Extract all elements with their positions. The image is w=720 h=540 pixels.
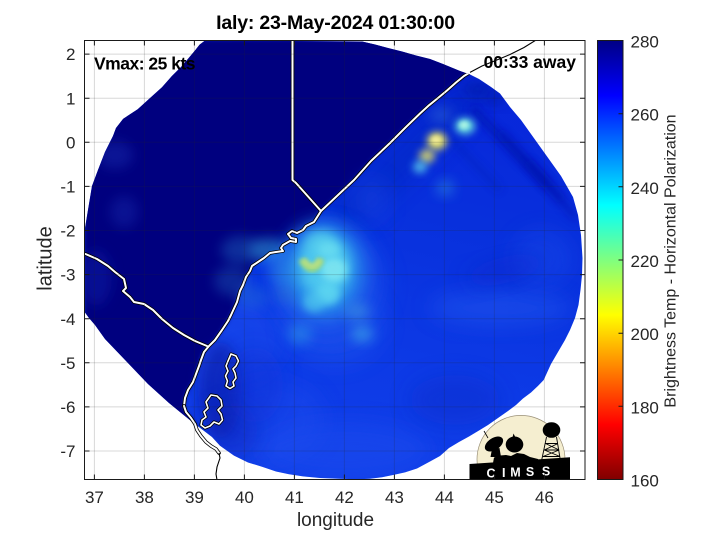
svg-text:0: 0 bbox=[66, 133, 75, 152]
svg-text:260: 260 bbox=[631, 106, 659, 125]
svg-text:43: 43 bbox=[385, 488, 404, 507]
svg-text:Brightness Temp - Horizontal P: Brightness Temp - Horizontal Polarizatio… bbox=[663, 114, 680, 407]
svg-text:38: 38 bbox=[135, 488, 154, 507]
svg-text:C: C bbox=[486, 466, 495, 480]
svg-text:37: 37 bbox=[85, 488, 104, 507]
svg-text:160: 160 bbox=[631, 472, 659, 491]
svg-text:40: 40 bbox=[235, 488, 254, 507]
svg-text:41: 41 bbox=[285, 488, 304, 507]
svg-text:220: 220 bbox=[631, 252, 659, 271]
svg-text:200: 200 bbox=[631, 325, 659, 344]
svg-text:2: 2 bbox=[66, 45, 75, 64]
svg-text:Vmax: 25 kts: Vmax: 25 kts bbox=[94, 54, 196, 74]
svg-text:latitude: latitude bbox=[35, 226, 57, 291]
svg-text:42: 42 bbox=[335, 488, 354, 507]
svg-text:-7: -7 bbox=[60, 442, 75, 461]
svg-text:I: I bbox=[502, 466, 505, 480]
svg-text:45: 45 bbox=[485, 488, 504, 507]
svg-text:00:33 away: 00:33 away bbox=[484, 52, 577, 72]
svg-text:-6: -6 bbox=[60, 398, 75, 417]
svg-text:-2: -2 bbox=[60, 222, 75, 241]
svg-text:-1: -1 bbox=[60, 178, 75, 197]
svg-text:46: 46 bbox=[535, 488, 554, 507]
svg-text:longitude: longitude bbox=[297, 510, 374, 531]
svg-text:S: S bbox=[542, 465, 550, 479]
svg-text:280: 280 bbox=[631, 33, 659, 52]
svg-text:180: 180 bbox=[631, 398, 659, 417]
svg-text:M: M bbox=[510, 466, 520, 480]
svg-text:-3: -3 bbox=[60, 266, 75, 285]
svg-text:-4: -4 bbox=[60, 310, 75, 329]
svg-text:-5: -5 bbox=[60, 354, 75, 373]
svg-text:240: 240 bbox=[631, 179, 659, 198]
svg-text:S: S bbox=[526, 465, 534, 479]
svg-text:39: 39 bbox=[185, 488, 204, 507]
svg-text:Ialy: 23-May-2024 01:30:00: Ialy: 23-May-2024 01:30:00 bbox=[216, 12, 455, 34]
svg-text:44: 44 bbox=[435, 488, 454, 507]
svg-text:1: 1 bbox=[66, 89, 75, 108]
